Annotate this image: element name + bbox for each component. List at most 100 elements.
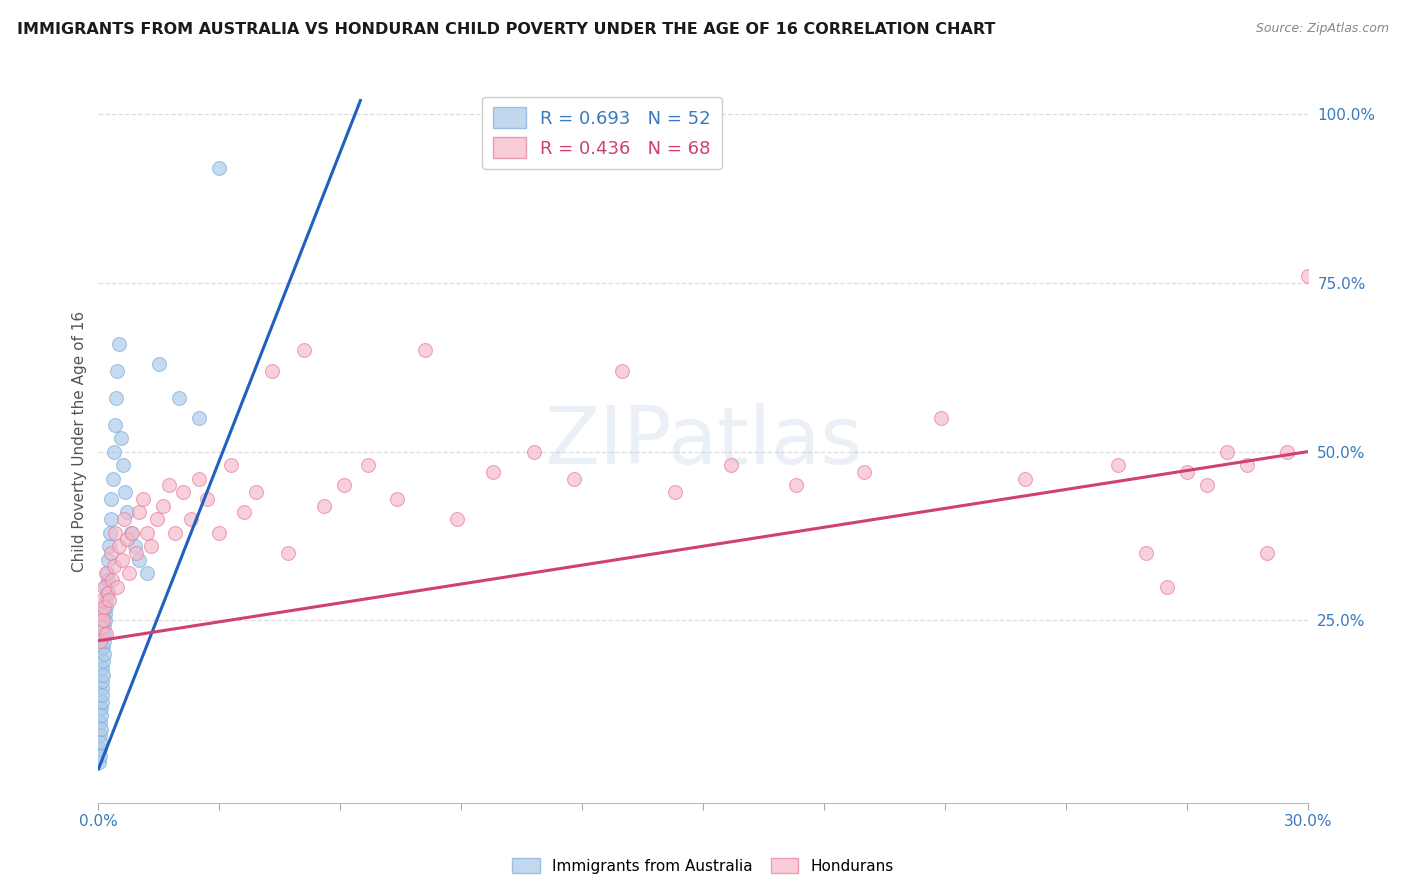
Point bbox=[124, 546, 146, 560]
Point bbox=[93, 599, 115, 614]
Point bbox=[91, 667, 114, 681]
Point bbox=[277, 546, 299, 560]
Point bbox=[148, 357, 170, 371]
Point bbox=[91, 654, 114, 668]
Point bbox=[94, 599, 117, 614]
Point bbox=[188, 411, 211, 425]
Point bbox=[91, 688, 114, 702]
Point bbox=[167, 391, 190, 405]
Point bbox=[97, 593, 120, 607]
Point bbox=[112, 512, 135, 526]
Point bbox=[96, 586, 118, 600]
Point bbox=[482, 465, 505, 479]
Point bbox=[146, 512, 169, 526]
Point bbox=[107, 336, 129, 351]
Point bbox=[135, 525, 157, 540]
Point bbox=[357, 458, 380, 472]
Point bbox=[292, 343, 315, 358]
Point bbox=[152, 499, 174, 513]
Point bbox=[90, 681, 112, 695]
Point bbox=[562, 472, 585, 486]
Point bbox=[111, 458, 134, 472]
Point bbox=[96, 566, 118, 581]
Point bbox=[101, 472, 124, 486]
Point bbox=[90, 620, 112, 634]
Point bbox=[93, 647, 115, 661]
Point bbox=[232, 505, 254, 519]
Point bbox=[103, 559, 125, 574]
Point bbox=[105, 364, 128, 378]
Point bbox=[89, 607, 111, 621]
Point bbox=[97, 586, 120, 600]
Text: ZIPatlas: ZIPatlas bbox=[544, 402, 862, 481]
Text: IMMIGRANTS FROM AUSTRALIA VS HONDURAN CHILD POVERTY UNDER THE AGE OF 16 CORRELAT: IMMIGRANTS FROM AUSTRALIA VS HONDURAN CH… bbox=[17, 22, 995, 37]
Point bbox=[413, 343, 436, 358]
Point bbox=[128, 552, 150, 566]
Point bbox=[89, 756, 111, 770]
Point bbox=[91, 674, 114, 689]
Point bbox=[1107, 458, 1129, 472]
Point bbox=[90, 722, 112, 736]
Point bbox=[94, 593, 117, 607]
Point bbox=[1236, 458, 1258, 472]
Point bbox=[93, 580, 115, 594]
Point bbox=[523, 444, 546, 458]
Point bbox=[97, 573, 120, 587]
Point bbox=[100, 512, 122, 526]
Point bbox=[96, 580, 118, 594]
Point bbox=[115, 533, 138, 547]
Point bbox=[664, 485, 686, 500]
Point bbox=[132, 491, 155, 506]
Point bbox=[89, 714, 111, 729]
Point bbox=[89, 728, 111, 742]
Point bbox=[89, 741, 111, 756]
Point bbox=[221, 458, 243, 472]
Point bbox=[97, 552, 120, 566]
Point bbox=[94, 614, 117, 628]
Point bbox=[446, 512, 468, 526]
Point bbox=[1175, 465, 1198, 479]
Point bbox=[124, 539, 146, 553]
Point bbox=[98, 525, 121, 540]
Point bbox=[90, 708, 112, 723]
Point bbox=[100, 491, 122, 506]
Point bbox=[105, 580, 128, 594]
Legend: Immigrants from Australia, Hondurans: Immigrants from Australia, Hondurans bbox=[506, 852, 900, 880]
Point bbox=[1156, 580, 1178, 594]
Point bbox=[103, 444, 125, 458]
Point bbox=[89, 748, 111, 763]
Point bbox=[97, 539, 120, 553]
Point bbox=[720, 458, 742, 472]
Point bbox=[89, 735, 111, 749]
Point bbox=[91, 640, 114, 655]
Point bbox=[1296, 269, 1319, 284]
Point bbox=[114, 485, 136, 500]
Point bbox=[93, 627, 115, 641]
Point bbox=[385, 491, 408, 506]
Point bbox=[121, 525, 143, 540]
Point bbox=[1277, 444, 1299, 458]
Point bbox=[260, 364, 283, 378]
Point bbox=[333, 478, 356, 492]
Point bbox=[94, 607, 117, 621]
Point bbox=[785, 478, 807, 492]
Point bbox=[115, 505, 138, 519]
Point bbox=[208, 161, 231, 175]
Point bbox=[163, 525, 186, 540]
Point bbox=[1014, 472, 1036, 486]
Point bbox=[208, 525, 231, 540]
Point bbox=[180, 512, 202, 526]
Point bbox=[172, 485, 194, 500]
Point bbox=[612, 364, 634, 378]
Point bbox=[120, 525, 142, 540]
Point bbox=[101, 573, 124, 587]
Point bbox=[90, 701, 112, 715]
Point bbox=[128, 505, 150, 519]
Point bbox=[135, 566, 157, 581]
Point bbox=[1256, 546, 1278, 560]
Point bbox=[90, 694, 112, 708]
Point bbox=[110, 431, 132, 445]
Text: Source: ZipAtlas.com: Source: ZipAtlas.com bbox=[1256, 22, 1389, 36]
Point bbox=[93, 633, 115, 648]
Point bbox=[188, 472, 211, 486]
